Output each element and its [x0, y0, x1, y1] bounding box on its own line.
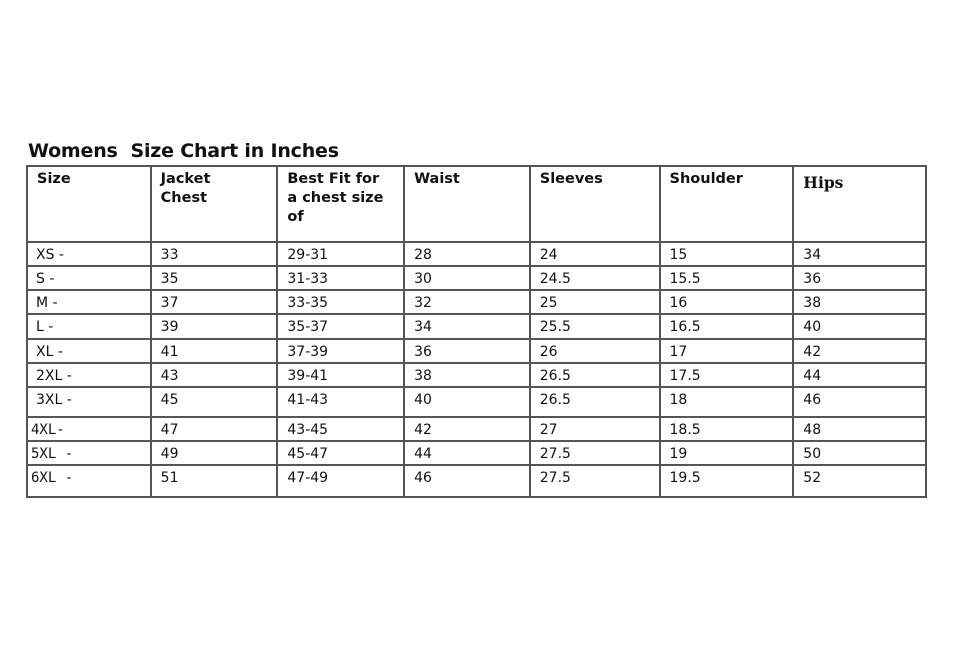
cell-size: M -: [26, 289, 152, 315]
cell-waist: 36: [403, 338, 531, 364]
cell-sleeves: 24.5: [528, 265, 661, 291]
cell-shoulder: 17: [658, 338, 795, 364]
cell-size: S -: [26, 265, 152, 291]
cell-waist: 44: [403, 440, 531, 466]
cell-jacket-chest: 49: [149, 440, 279, 466]
cell-hips: 36: [792, 265, 927, 291]
column-header-shoulder: Shoulder: [658, 165, 795, 243]
cell-jacket-chest: 51: [149, 464, 279, 498]
cell-best-fit-chest: 35-37: [276, 313, 406, 340]
header-row: Size Jacket Chest Best Fit for a chest siz…: [26, 165, 927, 243]
cell-sleeves: 25.5: [528, 313, 661, 340]
cell-best-fit-chest: 43-45: [276, 416, 406, 442]
cell-hips: 42: [792, 338, 927, 364]
cell-waist: 28: [403, 241, 531, 267]
cell-sleeves: 26: [528, 338, 661, 364]
cell-shoulder: 15.5: [658, 265, 795, 291]
cell-size: 4XL-: [26, 416, 152, 442]
column-header-hips: Hips: [792, 165, 927, 243]
cell-hips: 44: [792, 362, 927, 388]
table-row: 5XL -49 45-47 44 27.5 19 50: [26, 440, 927, 466]
cell-size: 6XL -: [26, 464, 152, 498]
column-header-jacket-chest: Jacket Chest: [149, 165, 279, 243]
table-row: 3XL -45 41-43 40 26.5 18 46: [26, 386, 927, 418]
size-chart-table: Size Jacket Chest Best Fit for a chest siz…: [26, 165, 927, 498]
cell-best-fit-chest: 31-33: [276, 265, 406, 291]
cell-hips: 50: [792, 440, 927, 466]
cell-hips: 38: [792, 289, 927, 315]
cell-sleeves: 26.5: [528, 386, 661, 418]
cell-waist: 38: [403, 362, 531, 388]
cell-shoulder: 16.5: [658, 313, 795, 340]
table-row: 2XL -43 39-41 38 26.5 17.5 44: [26, 362, 927, 388]
table-row: XS -33 29-31 28 24 15 34: [26, 241, 927, 267]
cell-size: 3XL -: [26, 386, 152, 418]
cell-best-fit-chest: 29-31: [276, 241, 406, 267]
table-row: S -35 31-33 30 24.5 15.5 36: [26, 265, 927, 291]
cell-best-fit-chest: 33-35: [276, 289, 406, 315]
cell-sleeves: 27.5: [528, 440, 661, 466]
cell-size: L -: [26, 313, 152, 340]
cell-jacket-chest: 43: [149, 362, 279, 388]
cell-sleeves: 27.5: [528, 464, 661, 498]
cell-sleeves: 24: [528, 241, 661, 267]
table-row: 6XL -51 47-49 46 27.5 19.5 52: [26, 464, 927, 498]
cell-best-fit-chest: 45-47: [276, 440, 406, 466]
cell-jacket-chest: 45: [149, 386, 279, 418]
cell-jacket-chest: 33: [149, 241, 279, 267]
cell-jacket-chest: 39: [149, 313, 279, 340]
table-row: 4XL- 47 43-45 42 27 18.5 48: [26, 416, 927, 442]
table-row: L -39 35-37 34 25.5 16.5 40: [26, 313, 927, 340]
cell-jacket-chest: 35: [149, 265, 279, 291]
column-header-best-fit-chest: Best Fit for a chest size of: [276, 165, 406, 243]
cell-jacket-chest: 37: [149, 289, 279, 315]
page-title: Womens Size Chart in Inches: [28, 140, 339, 162]
cell-shoulder: 17.5: [658, 362, 795, 388]
cell-size: 5XL -: [26, 440, 152, 466]
cell-jacket-chest: 47: [149, 416, 279, 442]
cell-hips: 46: [792, 386, 927, 418]
cell-shoulder: 18.5: [658, 416, 795, 442]
cell-sleeves: 25: [528, 289, 661, 315]
table-row: M -37 33-35 32 25 16 38: [26, 289, 927, 315]
column-header-size: Size: [26, 165, 152, 243]
cell-waist: 40: [403, 386, 531, 418]
cell-shoulder: 18: [658, 386, 795, 418]
cell-hips: 52: [792, 464, 927, 498]
cell-shoulder: 19: [658, 440, 795, 466]
cell-size: XS -: [26, 241, 152, 267]
cell-hips: 48: [792, 416, 927, 442]
cell-best-fit-chest: 39-41: [276, 362, 406, 388]
cell-best-fit-chest: 37-39: [276, 338, 406, 364]
cell-waist: 34: [403, 313, 531, 340]
table-row: XL -41 37-39 36 26 17 42: [26, 338, 927, 364]
cell-jacket-chest: 41: [149, 338, 279, 364]
cell-shoulder: 15: [658, 241, 795, 267]
cell-hips: 34: [792, 241, 927, 267]
cell-shoulder: 16: [658, 289, 795, 315]
cell-shoulder: 19.5: [658, 464, 795, 498]
cell-waist: 30: [403, 265, 531, 291]
cell-hips: 40: [792, 313, 927, 340]
cell-size: XL -: [26, 338, 152, 364]
cell-sleeves: 26.5: [528, 362, 661, 388]
cell-waist: 32: [403, 289, 531, 315]
cell-waist: 42: [403, 416, 531, 442]
cell-sleeves: 27: [528, 416, 661, 442]
cell-best-fit-chest: 41-43: [276, 386, 406, 418]
column-header-sleeves: Sleeves: [528, 165, 661, 243]
column-header-waist: Waist: [403, 165, 531, 243]
cell-waist: 46: [403, 464, 531, 498]
cell-best-fit-chest: 47-49: [276, 464, 406, 498]
cell-size: 2XL -: [26, 362, 152, 388]
